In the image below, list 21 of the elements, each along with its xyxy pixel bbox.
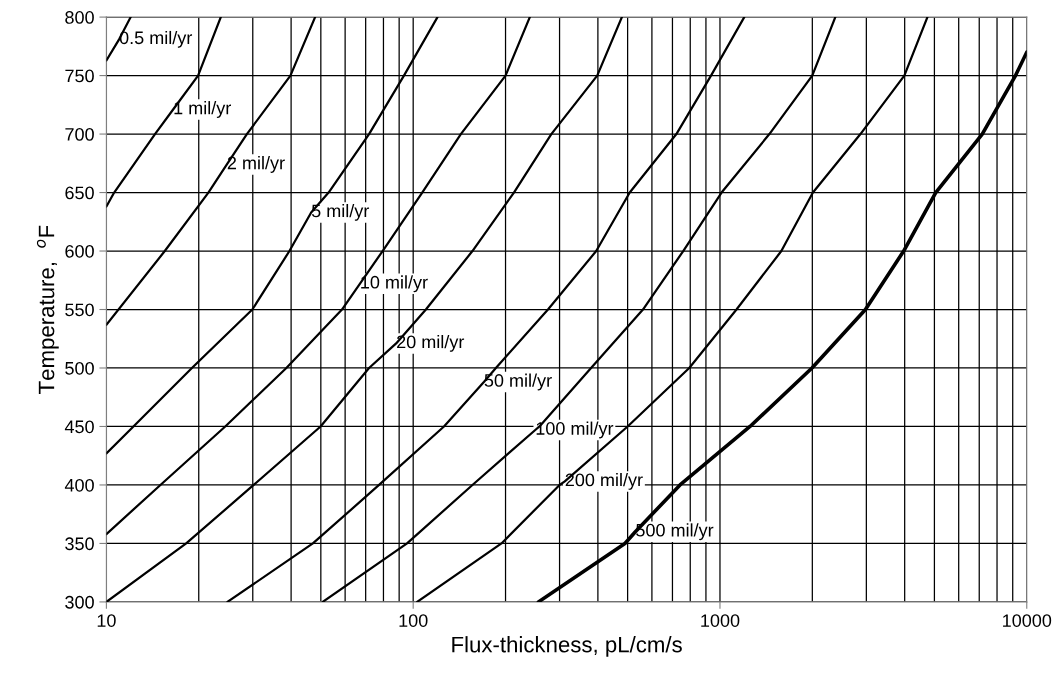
x-tick-label: 10	[97, 614, 116, 627]
annotation: 20 mil/yr	[397, 335, 465, 352]
annotation: 100 mil/yr	[536, 421, 614, 439]
y-tick-label: 600	[65, 244, 94, 258]
y-axis-title: Temperature, $^{o}$F	[36, 225, 59, 394]
y-tick-label: 750	[65, 69, 94, 83]
x-tick-label: 1000	[701, 614, 740, 627]
y-tick-label: 650	[65, 186, 94, 200]
y-tick-label: 550	[65, 303, 94, 317]
x-tick-label: 100	[399, 614, 428, 627]
x-tick-label: 10000	[1003, 614, 1052, 627]
y-tick-label: 700	[65, 128, 94, 141]
annotation: 10 mil/yr	[361, 275, 428, 293]
y-tick-label: 500	[65, 361, 94, 375]
y-tick-label: 450	[64, 420, 94, 434]
y-tick-label: 800	[65, 11, 94, 24]
x-axis-title: Flux-thickness, pL/cm/s	[452, 636, 682, 657]
y-tick-label: 400	[64, 478, 94, 492]
annotation: 200 mil/yr	[565, 473, 643, 490]
y-tick-label: 350	[65, 537, 94, 551]
y-tick-label: 300	[65, 595, 94, 609]
